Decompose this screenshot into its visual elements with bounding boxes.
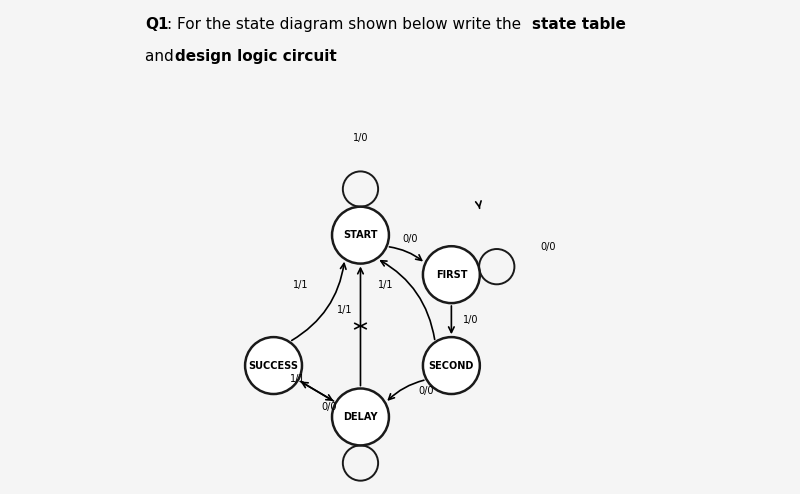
Text: 0/0: 0/0 <box>418 386 434 396</box>
Text: START: START <box>343 230 378 240</box>
Text: FIRST: FIRST <box>436 270 467 280</box>
Circle shape <box>423 246 480 303</box>
Text: state table: state table <box>532 17 626 32</box>
Circle shape <box>332 206 389 264</box>
Text: design logic circuit: design logic circuit <box>175 49 337 64</box>
Circle shape <box>245 337 302 394</box>
Text: SUCCESS: SUCCESS <box>249 361 298 370</box>
Text: 0/0: 0/0 <box>321 402 337 412</box>
Circle shape <box>332 388 389 446</box>
Circle shape <box>423 337 480 394</box>
Text: 1/1: 1/1 <box>290 374 305 384</box>
Text: SECOND: SECOND <box>429 361 474 370</box>
Text: 0/0: 0/0 <box>540 242 556 252</box>
Text: Q1: Q1 <box>145 17 169 32</box>
Text: 1/1: 1/1 <box>378 280 394 289</box>
Text: DELAY: DELAY <box>343 412 378 422</box>
Text: 1/1: 1/1 <box>337 305 353 315</box>
Text: and: and <box>145 49 178 64</box>
Text: 0/0: 0/0 <box>402 234 418 244</box>
Text: 1/0: 1/0 <box>353 133 368 143</box>
Text: : For the state diagram shown below write the: : For the state diagram shown below writ… <box>167 17 526 32</box>
Text: 1/1: 1/1 <box>294 280 309 289</box>
Text: 1/0: 1/0 <box>463 315 479 325</box>
